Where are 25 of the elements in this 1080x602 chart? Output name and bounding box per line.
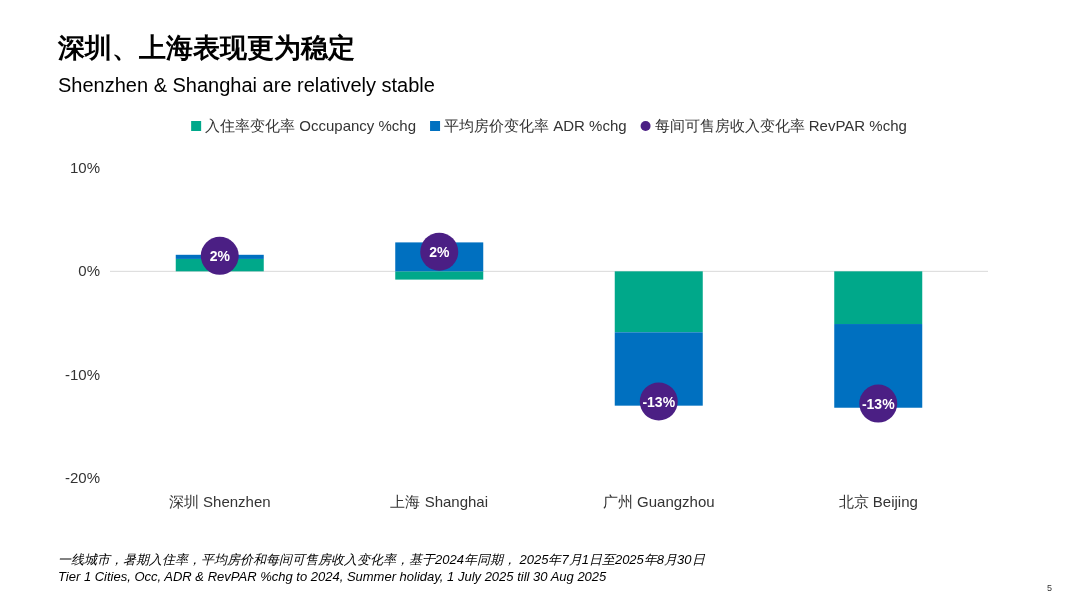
x-tick-label: 上海 Shanghai [390, 493, 489, 510]
chart-title: 深圳、上海表现更为稳定 [57, 33, 355, 63]
bar [834, 324, 923, 408]
y-tick-label: -20% [64, 469, 100, 486]
bar [614, 332, 703, 406]
legend-label: 入住率变化率 Occupancy %chg [205, 117, 417, 134]
y-tick-label: -10% [64, 365, 100, 383]
x-tick-label: 深圳 Shenzhen [168, 493, 271, 510]
text: 5 [1046, 583, 1052, 593]
text: 一线城市，暑期入住率，平均房价和每间可售房收入变化率，基于2024年同期， 2025年7月1日至2025年8月30日 [58, 552, 706, 567]
bar [614, 271, 703, 333]
x-tick-label: 广州 Guangzhou [602, 493, 715, 510]
legend-label: 平均房价变化率 ADR %chg [444, 117, 627, 134]
y-tick-label: 0% [78, 262, 100, 280]
text: Tier 1 Cities, Occ, ADR & RevPAR %chg to 2024, Summer holiday, 1 July 2025 till 30 Aug 2025 [58, 569, 608, 584]
x-tick-label: 北京 Beijing [838, 493, 918, 510]
legend-label: 每间可售房收入变化率 RevPAR %chg [654, 117, 907, 134]
chart-subtitle: Shenzhen & Shanghai are relatively stable [58, 74, 435, 96]
bar [834, 271, 923, 325]
data-label: -13% [642, 393, 676, 410]
bar [395, 271, 484, 280]
y-tick-label: 10% [69, 159, 100, 176]
data-label: 2% [429, 243, 450, 260]
data-label: -13% [861, 395, 896, 412]
data-label: 2% [209, 247, 231, 264]
